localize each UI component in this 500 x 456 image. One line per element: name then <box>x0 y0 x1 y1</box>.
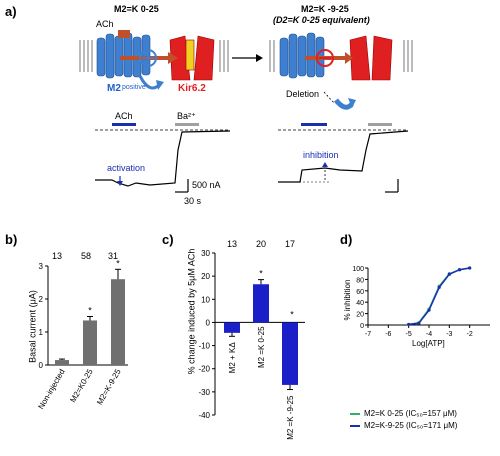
panel-b-star: * <box>116 258 120 268</box>
trace-right <box>278 130 409 183</box>
ach-bar-right <box>301 123 327 126</box>
panel-b-count-2: 58 <box>81 251 92 261</box>
kir-channel-right <box>349 35 393 81</box>
panel-d-point <box>407 322 411 327</box>
panel-c-ytick-label: -40 <box>198 411 210 420</box>
membrane-right <box>269 40 413 72</box>
m2-label: M2 <box>107 83 121 94</box>
panel-c-category-label: M2 + KΔ <box>228 342 237 374</box>
panel-b-bar <box>83 320 97 365</box>
panel-b-ytick-label: 2 <box>39 295 44 304</box>
panel-d-ytick-label: 20 <box>356 312 364 319</box>
panel-c-letter: c) <box>162 232 174 247</box>
panel-d-series-line <box>408 267 470 326</box>
legend-text-2: M2=K-9-25 (IC₅₀=171 μM) <box>364 421 458 430</box>
activation-label: activation <box>107 163 146 173</box>
panel-c-count-2: 20 <box>256 239 267 249</box>
panel-b-star: * <box>88 305 92 315</box>
panel-c-ytick-label: 30 <box>201 249 210 258</box>
inhibition-label: inhibition <box>303 150 339 160</box>
panel-d-point <box>457 268 462 272</box>
panel-c-ytick-label: -10 <box>198 342 210 351</box>
positive-label: positive <box>122 84 146 91</box>
panel-d-ytick-label: 0 <box>360 323 364 330</box>
legend-swatch-1 <box>350 412 360 415</box>
legend-item-1: M2=K 0-25 (IC₅₀=157 μM) <box>350 409 457 418</box>
deletion-label: Deletion <box>286 89 320 99</box>
panel-c-ytick-label: 20 <box>201 272 210 281</box>
ach-ligand-left <box>118 30 130 38</box>
panel-c-ytick-label: 10 <box>201 295 210 304</box>
panel-b-letter: b) <box>5 232 18 247</box>
panel-d-xtick-label: -5 <box>406 331 412 338</box>
panel-c-ytick-label: 0 <box>206 318 211 327</box>
panel-d-ytick-label: 80 <box>356 277 364 284</box>
ach-label: ACh <box>96 19 114 29</box>
ba-bar-label-left: Ba²⁺ <box>177 111 196 121</box>
ach-bar-label-left: ACh <box>115 111 133 121</box>
kir-channel-left <box>169 35 215 81</box>
panel-c-category-label: M2 =K 0-25 <box>257 326 266 368</box>
panel-c-category-label: M2 =K -9-25 <box>286 395 295 440</box>
panel-c-ytick-label: -20 <box>198 365 210 374</box>
trace-left <box>95 130 231 187</box>
panel-d-xtick-label: -2 <box>467 331 473 338</box>
panel-d-xlabel: Log[ATP] <box>412 339 445 348</box>
legend-item-2: M2=K-9-25 (IC₅₀=171 μM) <box>350 421 457 430</box>
membrane-left <box>79 40 229 72</box>
ba-bar-right <box>368 123 392 126</box>
panel-a-right-subtitle: (D2=K 0-25 equivalent) <box>273 15 370 25</box>
panel-d-ytick-label: 60 <box>356 289 364 296</box>
panel-c-bar <box>282 322 298 385</box>
panel-b-count-3: 31 <box>108 251 119 261</box>
panel-c-star: * <box>290 309 294 319</box>
kir-label: Kir6.2 <box>178 83 206 94</box>
panel-c-ytick-label: -30 <box>198 388 210 397</box>
panel-b-ytick-label: 0 <box>39 361 44 370</box>
panel-d-xtick-label: -7 <box>365 331 371 338</box>
panel-c-count-1: 13 <box>227 239 238 249</box>
legend-swatch-2 <box>350 424 360 427</box>
panel-b-bar <box>111 279 125 365</box>
panel-d-legend: M2=K 0-25 (IC₅₀=157 μM) M2=K-9-25 (IC₅₀=… <box>350 409 457 430</box>
panel-a-right-title: M2=K -9-25 <box>301 4 349 14</box>
panel-b-count-1: 13 <box>52 251 63 261</box>
panel-d-point <box>417 321 421 325</box>
panel-a-letter: a) <box>5 4 17 19</box>
deleted-tail <box>334 98 354 110</box>
panel-d-point <box>437 285 441 289</box>
panel-b-ytick-label: 1 <box>39 328 44 337</box>
scale-current-label: 500 nA <box>192 180 221 190</box>
panel-c-star: * <box>259 269 263 279</box>
panel-d-xtick-label: -4 <box>426 331 432 338</box>
panel-c-bar <box>253 284 269 323</box>
panel-d-xtick-label: -3 <box>446 331 452 338</box>
panel-d-ytick-label: 100 <box>352 266 364 273</box>
panel-d-series-line <box>408 267 470 326</box>
minus-icon <box>316 49 334 67</box>
panel-b-ytick-label: 3 <box>39 262 44 271</box>
ba-bar-left <box>175 123 199 126</box>
legend-text-1: M2=K 0-25 (IC₅₀=157 μM) <box>364 409 457 418</box>
panel-d-ytick-label: 40 <box>356 300 364 307</box>
plus-icon <box>139 49 157 67</box>
scale-time-label: 30 s <box>184 196 202 206</box>
panel-d-xtick-label: -6 <box>385 331 391 338</box>
ach-bar-left <box>112 123 136 126</box>
panel-d-point <box>447 272 451 276</box>
panel-d-point <box>468 266 472 270</box>
panel-b-bar <box>55 360 69 365</box>
panel-d-letter: d) <box>340 232 353 247</box>
panel-a-left-title: M2=K 0-25 <box>114 4 159 14</box>
panel-c-bar <box>224 322 240 333</box>
panel-c-count-3: 17 <box>285 239 296 249</box>
panel-d-point <box>427 308 431 312</box>
